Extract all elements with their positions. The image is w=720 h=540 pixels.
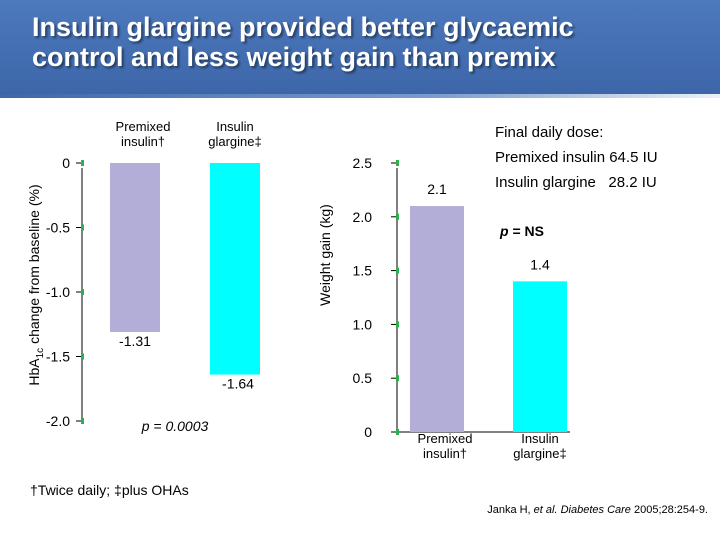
weight-tick-label: 0.5 [353, 370, 373, 386]
citation-ref: 2005;28:254-9. [633, 504, 708, 516]
hba1c-y-axis-label: HbA1c change from baseline (%) [26, 184, 46, 385]
weight-tick-label: 0 [364, 424, 372, 440]
hba1c-bar-0 [110, 163, 160, 332]
weight-y-ticks: 0 0.5 1.0 1.5 2.0 2.5 [353, 155, 399, 440]
weight-tick-label: 1.5 [353, 263, 373, 279]
weight-category-label-1-line2: glargine‡ [513, 446, 567, 461]
hba1c-tick-marker [81, 353, 84, 360]
hba1c-category-label-1: Insulin [216, 119, 254, 134]
weight-tick-marker [396, 160, 399, 166]
weight-tick-label: 2.0 [353, 209, 373, 225]
weight-tick-marker [396, 213, 399, 220]
hba1c-y-ticks: 0 -0.5 -1.0 -1.5 -2.0 [46, 155, 84, 429]
footnote: †Twice daily; ‡plus OHAs [30, 482, 189, 498]
dose-glargine: Insulin glargine 28.2 IU [495, 174, 657, 191]
hba1c-category-label-0-line2: insulin† [121, 134, 165, 149]
hba1c-tick-marker [81, 289, 84, 295]
hba1c-y-label-main: HbA [26, 358, 42, 386]
weight-tick-marker [396, 321, 399, 328]
weight-tick-label: 1.0 [353, 316, 373, 332]
hba1c-y-label-sub: 1c [35, 348, 46, 359]
weight-value-label-0: 2.1 [427, 181, 447, 197]
final-dose-box: Final daily dose: Premixed insulin 64.5 … [495, 120, 710, 195]
weight-value-label-1: 1.4 [530, 256, 550, 272]
hba1c-bar-1 [210, 163, 260, 375]
decorative-divider [0, 94, 720, 98]
weight-chart: Weight gain (kg) 0 0.5 1.0 1.5 2.0 2.5 2.1 1.4… [317, 155, 570, 461]
weight-p-value: p = NS [499, 223, 544, 239]
weight-category-label-1: Insulin [521, 431, 559, 446]
hba1c-value-label-0: -1.31 [119, 333, 151, 349]
weight-bars: 2.1 1.4 [410, 181, 567, 432]
weight-tick-marker [396, 375, 399, 382]
hba1c-tick-label: 0 [62, 155, 70, 171]
title-band [0, 0, 720, 95]
slide-title-line-2: control and less weight gain than premix [32, 42, 556, 72]
weight-bar-1 [513, 281, 567, 432]
citation-authors: Janka H, [487, 504, 534, 516]
hba1c-y-label-rest: change from baseline (%) [26, 184, 42, 347]
hba1c-tick-marker [81, 224, 84, 231]
hba1c-tick-label: -1.5 [46, 349, 70, 365]
slide-title-line-1: Insulin glargine provided better glycaem… [32, 12, 574, 42]
hba1c-chart: HbA1c change from baseline (%) 0 -0.5 -1.0… [26, 119, 262, 434]
citation-etal: et al. [533, 504, 558, 516]
hba1c-tick-marker [81, 418, 84, 424]
hba1c-tick-label: -0.5 [46, 220, 70, 236]
weight-bar-0 [410, 206, 464, 432]
weight-category-label-0-line2: insulin† [423, 446, 467, 461]
weight-y-axis-label: Weight gain (kg) [317, 204, 333, 306]
weight-tick-marker [396, 429, 399, 435]
weight-tick-marker [396, 267, 399, 274]
citation-journal: Diabetes Care [560, 504, 631, 516]
hba1c-tick-label: -2.0 [46, 413, 70, 429]
hba1c-tick-label: -1.0 [46, 284, 70, 300]
hba1c-category-label-0: Premixed [116, 119, 171, 134]
hba1c-p-value: p = 0.0003 [141, 418, 209, 434]
slide-title: Insulin glargine provided better glycaem… [32, 12, 712, 72]
hba1c-bars: -1.31 -1.64 [110, 163, 260, 392]
hba1c-tick-marker [81, 160, 84, 166]
weight-tick-label: 2.5 [353, 155, 373, 171]
dose-heading: Final daily dose: [495, 124, 604, 141]
citation: Janka H, et al. Diabetes Care 2005;28:25… [487, 504, 708, 516]
hba1c-value-label-1: -1.64 [222, 376, 254, 392]
dose-premixed: Premixed insulin 64.5 IU [495, 149, 658, 166]
hba1c-category-label-1-line2: glargine‡ [208, 134, 262, 149]
weight-category-label-0: Premixed [418, 431, 473, 446]
